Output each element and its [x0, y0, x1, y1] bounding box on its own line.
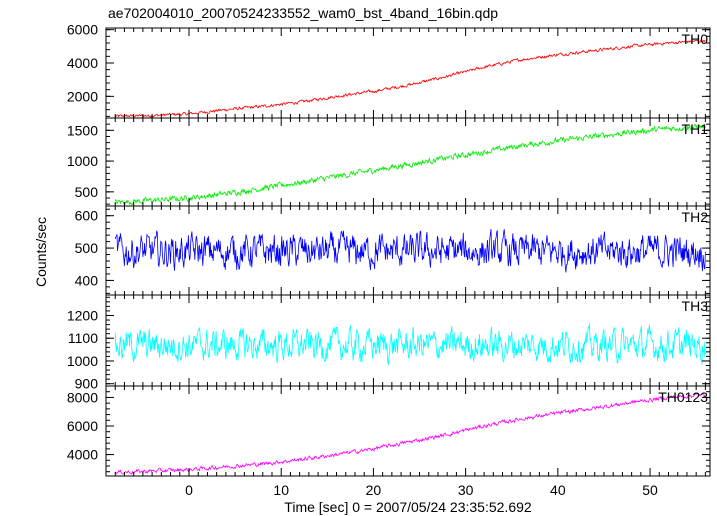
y-tick-label: 500 — [75, 240, 99, 256]
y-tick-label: 6000 — [67, 418, 98, 434]
x-tick-label: 20 — [366, 482, 382, 498]
panel-frame — [105, 385, 711, 477]
x-tick-label: 40 — [550, 482, 566, 498]
y-tick-label: 1100 — [68, 330, 98, 346]
y-tick-label: 900 — [75, 376, 99, 392]
series-line-th3 — [114, 323, 706, 366]
y-tick-label: 500 — [75, 184, 99, 200]
y-axis-label: Counts/sec — [33, 217, 49, 287]
x-tick-label: 30 — [458, 482, 474, 498]
y-tick-label: 1500 — [67, 122, 98, 138]
series-line-th0123 — [114, 392, 706, 475]
x-axis-label: Time [sec] 0 = 2007/05/24 23:35:52.692 — [284, 499, 532, 515]
series-label-th1: TH1 — [682, 121, 709, 137]
y-tick-label: 8000 — [67, 389, 98, 405]
x-tick-label: 0 — [185, 482, 193, 498]
panel-frame — [105, 117, 711, 207]
y-tick-label: 2000 — [67, 88, 98, 104]
panel-th1: 500 1000 1500 TH1 — [67, 117, 711, 207]
y-tick-label: 4000 — [67, 55, 98, 71]
y-tick-label: 1000 — [67, 153, 98, 169]
series-line-th2 — [114, 229, 706, 273]
y-tick-label: 1200 — [67, 307, 98, 323]
y-tick-label: 400 — [75, 272, 99, 288]
panel-th0123: 4000 6000 8000 TH0123 — [67, 385, 711, 477]
series-line-th1 — [114, 123, 706, 206]
chart-title: ae702004010_20070524233552_wam0_bst_4ban… — [108, 5, 498, 21]
y-tick-label: 1000 — [67, 353, 98, 369]
x-tick-label: 50 — [642, 482, 658, 498]
series-line-th0 — [114, 39, 706, 118]
series-label-th2: TH2 — [682, 209, 709, 225]
panel-th0: 2000 4000 6000 TH0 — [67, 22, 711, 119]
x-tick-label: 10 — [273, 482, 289, 498]
y-tick-label: 4000 — [67, 447, 98, 463]
y-tick-label: 600 — [75, 208, 99, 224]
series-label-th3: TH3 — [682, 298, 709, 314]
series-label-th0123: TH0123 — [658, 389, 708, 405]
panel-th3: 900 1000 1100 1200 TH3 — [67, 294, 711, 392]
panel-th2: 400 500 600 TH2 — [75, 205, 711, 296]
y-tick-label: 6000 — [67, 22, 98, 38]
series-label-th0: TH0 — [682, 31, 709, 47]
panel-frame — [105, 27, 711, 119]
